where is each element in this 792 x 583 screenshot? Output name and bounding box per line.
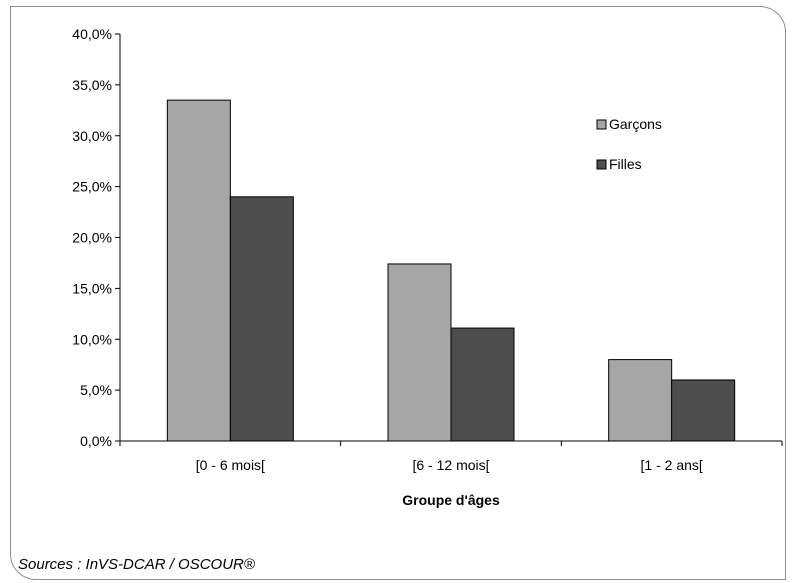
y-tick-label: 10,0% xyxy=(72,331,112,347)
y-tick-label: 30,0% xyxy=(72,128,112,144)
legend-swatch xyxy=(596,159,607,170)
y-tick-label: 20,0% xyxy=(72,230,112,246)
bar-filles-0 xyxy=(229,196,294,442)
legend-label: Filles xyxy=(609,156,642,172)
chart-frame xyxy=(10,6,786,580)
source-note: Sources : InVS-DCAR / OSCOUR® xyxy=(18,556,255,573)
y-tick-label: 15,0% xyxy=(72,280,112,296)
legend-swatch xyxy=(596,119,607,130)
bar-garcons-2 xyxy=(608,359,673,442)
legend: Garçons Filles xyxy=(596,116,662,172)
category-label: [1 - 2 ans[ xyxy=(641,457,703,473)
x-axis-title: Groupe d'âges xyxy=(402,492,500,508)
x-ticks xyxy=(119,441,783,446)
category-labels: [0 - 6 mois[ [6 - 12 mois[ [1 - 2 ans[ xyxy=(196,457,703,473)
category-label: [6 - 12 mois[ xyxy=(412,457,489,473)
y-tick-label: 25,0% xyxy=(72,179,112,195)
y-tick-label: 0,0% xyxy=(80,433,112,449)
bars xyxy=(166,99,736,442)
y-tick-label: 35,0% xyxy=(72,77,112,93)
y-tick-label: 5,0% xyxy=(80,382,112,398)
legend-label: Garçons xyxy=(609,116,662,132)
bar-filles-1 xyxy=(450,327,515,442)
category-label: [0 - 6 mois[ xyxy=(196,457,265,473)
bar-filles-2 xyxy=(671,379,736,442)
y-tick-label: 40,0% xyxy=(72,26,112,42)
y-ticks: 0,0% 5,0% 10,0% 15,0% 20,0% 25,0% 30,0% 35,0% 40… xyxy=(72,26,120,449)
bar-garcons-1 xyxy=(387,263,452,442)
bar-garcons-0 xyxy=(166,99,231,442)
